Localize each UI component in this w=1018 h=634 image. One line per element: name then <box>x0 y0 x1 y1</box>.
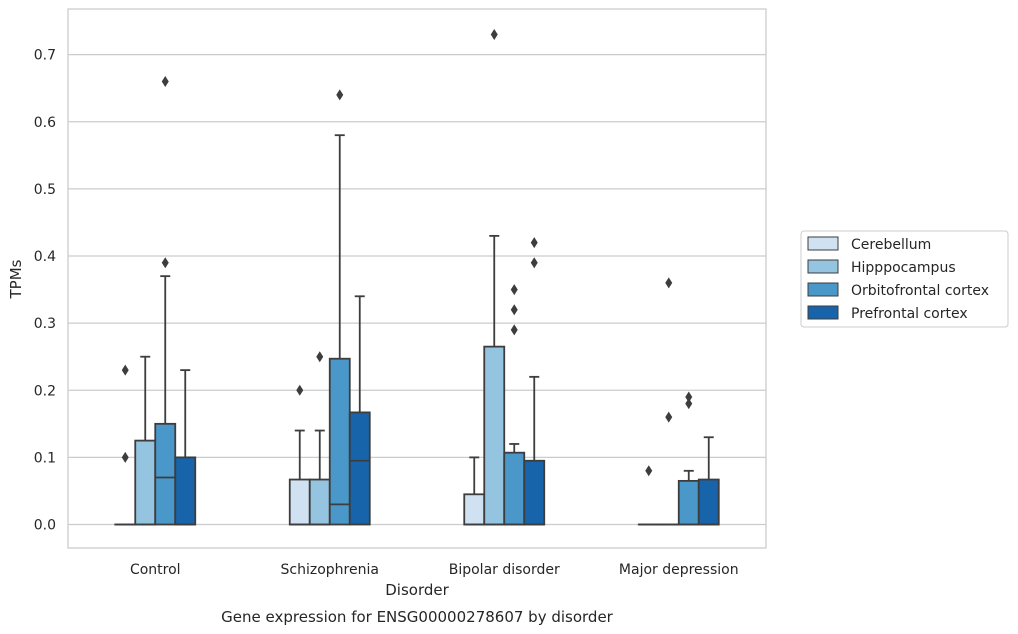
y-tick-label: 0.1 <box>34 450 56 466</box>
box-prefrontal-cortex <box>348 295 371 526</box>
outlier-point <box>665 277 673 289</box>
box-body <box>697 478 720 526</box>
legend-swatch <box>807 259 839 274</box>
legend-entry: Hipppocampus <box>851 260 956 276</box>
box-body <box>154 422 177 526</box>
box-body <box>308 478 331 526</box>
outlier-point <box>510 324 518 336</box>
box-cerebellum <box>288 384 311 526</box>
x-tick-label: Schizophrenia <box>281 562 379 578</box>
legend-swatch <box>807 236 839 251</box>
legend: Cerebellum Hipppocampus Orbitofrontal cort… <box>800 230 1009 328</box>
outlier-point <box>121 451 129 463</box>
box-prefrontal-cortex <box>174 369 197 526</box>
y-tick-label: 0.6 <box>34 115 56 131</box>
legend-swatch <box>807 305 839 320</box>
box-body <box>463 493 486 526</box>
box-prefrontal-cortex <box>523 237 546 526</box>
box-body <box>523 459 546 526</box>
box-body <box>134 439 157 526</box>
box-cerebellum <box>637 465 660 526</box>
box-body <box>677 479 700 526</box>
legend-entry: Prefrontal cortex <box>851 306 968 322</box>
outlier-point <box>296 384 304 396</box>
box-body <box>348 411 371 526</box>
outlier-point <box>530 237 538 249</box>
outlier-point <box>510 284 518 296</box>
legend-entry: Cerebellum <box>851 237 931 253</box>
box-hipppocampus <box>308 351 331 526</box>
y-axis-ticks: 0.0 0.1 0.2 0.3 0.4 0.5 0.6 0.7 <box>34 48 56 534</box>
outlier-point <box>685 398 693 410</box>
box-body <box>483 345 506 526</box>
x-tick-label: Bipolar disorder <box>449 562 560 578</box>
outlier-point <box>316 351 324 363</box>
outlier-point <box>161 257 169 269</box>
y-tick-label: 0.5 <box>34 182 56 198</box>
y-tick-label: 0.3 <box>34 316 56 332</box>
y-axis-label: TPMs <box>7 259 25 299</box>
x-axis-label: Disorder <box>385 581 449 599</box>
box-hipppocampus <box>134 355 157 526</box>
outlier-point <box>336 89 344 101</box>
box-prefrontal-cortex <box>697 436 720 526</box>
legend-swatch <box>807 282 839 297</box>
x-tick-label: Control <box>130 562 181 578</box>
outlier-point <box>685 391 693 403</box>
box-body <box>288 478 311 526</box>
box-orbitofrontal-cortex <box>677 391 700 526</box>
box-body <box>503 451 526 526</box>
y-tick-label: 0.2 <box>34 383 56 399</box>
outlier-point <box>665 411 673 423</box>
outlier-point <box>490 29 498 41</box>
y-tick-label: 0.4 <box>34 249 56 265</box>
outlier-point <box>161 75 169 87</box>
outlier-point <box>645 465 653 477</box>
box-orbitofrontal-cortex <box>328 89 351 526</box>
y-tick-label: 0.7 <box>34 48 56 64</box>
box-hipppocampus <box>483 29 506 526</box>
box-orbitofrontal-cortex <box>154 75 177 526</box>
x-axis-ticks: Control Schizophrenia Bipolar disorder Majo… <box>130 562 739 578</box>
legend-frame <box>800 230 1009 328</box>
outlier-point <box>121 364 129 376</box>
legend-entry: Orbitofrontal cortex <box>851 283 989 299</box>
box-body <box>174 456 197 526</box>
box-hipppocampus <box>657 277 680 526</box>
plot-frame <box>67 8 767 549</box>
outlier-point <box>530 257 538 269</box>
box-body <box>328 357 351 526</box>
x-tick-label: Major depression <box>619 562 739 578</box>
chart-caption: Gene expression for ENSG00000278607 by d… <box>221 608 614 626</box>
y-tick-label: 0.0 <box>34 518 56 534</box>
boxes <box>114 29 720 526</box>
outlier-point <box>510 304 518 316</box>
box-orbitofrontal-cortex <box>503 284 526 526</box>
box-cerebellum <box>463 456 486 526</box>
box-cerebellum <box>114 364 137 526</box>
